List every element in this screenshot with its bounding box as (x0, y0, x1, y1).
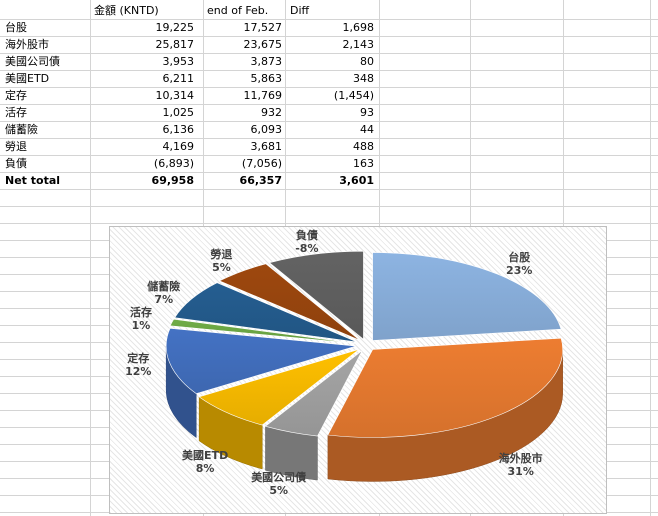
pie-label-percent: 5% (212, 261, 231, 275)
pie-data-label: 台股 23% (506, 251, 532, 277)
row-label[interactable]: 美國ETD (5, 72, 50, 85)
row-diff[interactable]: 488 (353, 140, 374, 153)
pie-slice-6 (174, 282, 358, 343)
row-gridline (0, 121, 658, 122)
row-gridline (0, 206, 658, 207)
total-amount[interactable]: 69,958 (151, 174, 194, 187)
row-label[interactable]: 活存 (5, 106, 27, 119)
pie-label-percent: 1% (131, 319, 151, 333)
row-feb[interactable]: 17,527 (243, 21, 283, 34)
row-label[interactable]: 負債 (5, 157, 27, 170)
row-gridline (0, 138, 658, 139)
pie-data-label: 負債 -8% (295, 229, 318, 255)
pie-label-category: 美國ETD (182, 448, 229, 462)
row-diff[interactable]: 93 (360, 106, 374, 119)
row-label[interactable]: 美國公司債 (5, 55, 60, 68)
row-gridline (0, 70, 658, 71)
pie-label-category: 定存 (127, 351, 150, 365)
total-label[interactable]: Net total (5, 174, 61, 187)
row-diff[interactable]: (1,454) (333, 89, 374, 102)
pie-label-category: 負債 (295, 229, 318, 242)
row-label[interactable]: 海外股市 (5, 38, 49, 51)
header-end-of-feb[interactable]: end of Feb. (207, 4, 269, 17)
row-gridline (0, 223, 658, 224)
pie-slice-4 (165, 327, 357, 394)
row-feb[interactable]: 932 (261, 106, 282, 119)
pie-label-percent: 31% (507, 464, 534, 478)
pie-chart[interactable]: 台股 23% 海外股市 31% 美國公司債 5% 美國ETD 8% 定存 12% 活存 1% 儲蓄險 7%… (109, 226, 607, 514)
column-gridline (90, 0, 91, 516)
pie-data-label: 美國公司債 5% (251, 471, 306, 497)
row-diff[interactable]: 163 (353, 157, 374, 170)
row-gridline (0, 155, 658, 156)
row-amount[interactable]: 4,169 (162, 140, 195, 153)
header-amount[interactable]: 金額 (KNTD) (94, 4, 159, 17)
row-amount[interactable]: 19,225 (155, 21, 195, 34)
row-diff[interactable]: 80 (360, 55, 374, 68)
pie-slice-5 (169, 318, 357, 344)
total-feb[interactable]: 66,357 (239, 174, 282, 187)
row-feb[interactable]: 3,873 (250, 55, 283, 68)
row-gridline (0, 36, 658, 37)
row-amount[interactable]: 3,953 (162, 55, 195, 68)
pie-chart-svg (165, 250, 563, 482)
pie-data-label: 活存 1% (130, 306, 152, 332)
column-gridline (650, 0, 651, 516)
pie-data-label: 美國ETD 8% (182, 449, 228, 475)
pie-label-percent: 12% (125, 364, 152, 378)
pie-slice-8 (268, 250, 364, 340)
row-diff[interactable]: 2,143 (342, 38, 375, 51)
pie-slice-1 (327, 337, 563, 438)
row-gridline (0, 87, 658, 88)
pie-label-category: 活存 (129, 306, 152, 320)
row-feb[interactable]: 5,863 (250, 72, 283, 85)
pie-slice-2 (264, 350, 363, 437)
row-label[interactable]: 台股 (5, 21, 27, 34)
pie-label-category: 台股 (508, 251, 531, 265)
pie-label-percent: 23% (506, 264, 533, 278)
row-amount[interactable]: 6,136 (162, 123, 195, 136)
pie-label-category: 美國公司債 (251, 471, 307, 485)
pie-data-label: 定存 12% (125, 352, 151, 378)
header-diff[interactable]: Diff (290, 4, 310, 17)
pie-slice-3 (198, 349, 360, 426)
row-diff[interactable]: 348 (353, 72, 374, 85)
pie-label-category: 儲蓄險 (147, 279, 181, 293)
row-amount[interactable]: 25,817 (155, 38, 195, 51)
pie-slice-7 (218, 263, 360, 341)
row-diff[interactable]: 44 (360, 123, 374, 136)
row-label[interactable]: 勞退 (5, 140, 27, 153)
row-gridline (0, 172, 658, 173)
pie-label-category: 勞退 (210, 248, 233, 262)
pie-data-label: 海外股市 31% (499, 452, 543, 478)
row-amount[interactable]: 6,211 (162, 72, 195, 85)
pie-label-percent: -8% (295, 242, 319, 255)
row-feb[interactable]: 3,681 (250, 140, 283, 153)
row-diff[interactable]: 1,698 (342, 21, 375, 34)
pie-label-percent: 5% (269, 484, 289, 498)
row-gridline (0, 189, 658, 190)
pie-data-label: 儲蓄險 7% (147, 280, 180, 306)
row-feb[interactable]: 11,769 (243, 89, 283, 102)
total-diff[interactable]: 3,601 (339, 174, 374, 187)
row-label[interactable]: 定存 (5, 89, 27, 102)
row-feb[interactable]: 6,093 (250, 123, 283, 136)
row-amount[interactable]: (6,893) (153, 157, 194, 170)
row-gridline (0, 53, 658, 54)
pie-slice-0 (372, 252, 562, 341)
row-gridline (0, 19, 658, 20)
row-feb[interactable]: (7,056) (241, 157, 282, 170)
pie-label-category: 海外股市 (498, 451, 543, 465)
pie-label-percent: 7% (154, 292, 174, 306)
row-gridline (0, 104, 658, 105)
row-amount[interactable]: 10,314 (155, 89, 195, 102)
row-label[interactable]: 儲蓄險 (5, 123, 38, 136)
pie-data-label: 勞退 5% (210, 248, 232, 274)
row-amount[interactable]: 1,025 (162, 106, 195, 119)
row-feb[interactable]: 23,675 (243, 38, 283, 51)
pie-label-percent: 8% (195, 461, 215, 475)
